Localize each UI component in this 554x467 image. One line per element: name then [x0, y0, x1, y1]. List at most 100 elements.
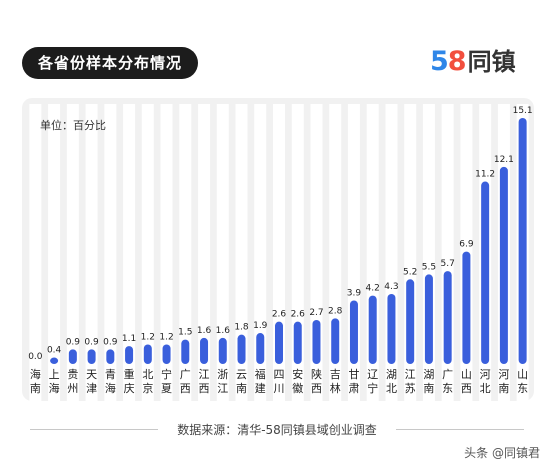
category-label: 北 — [386, 382, 397, 395]
column-stripe — [141, 104, 154, 402]
bar — [349, 300, 358, 364]
category-label: 西 — [180, 382, 191, 395]
category-label: 广 — [180, 368, 191, 381]
category-label: 福 — [255, 367, 266, 381]
category-label: 青 — [105, 368, 116, 381]
category-label: 甘 — [348, 368, 359, 381]
value-label: 0.9 — [84, 337, 99, 347]
category-label: 京 — [142, 381, 153, 395]
chart-title: 各省份样本分布情况 — [22, 47, 199, 79]
bar — [218, 337, 227, 364]
category-label: 南 — [423, 382, 434, 395]
bar — [462, 251, 471, 364]
category-label: 津 — [86, 382, 97, 395]
category-label: 苏 — [405, 382, 416, 395]
category-label: 北 — [142, 368, 153, 381]
value-label: 15.1 — [513, 106, 533, 116]
value-label: 0.0 — [28, 352, 43, 362]
category-label: 河 — [480, 368, 491, 381]
logo-text: 同镇 — [467, 48, 516, 76]
bar — [481, 181, 490, 364]
bar — [406, 279, 415, 364]
bar — [443, 271, 452, 364]
logo-digit-five: 5 — [430, 46, 449, 77]
bar — [293, 321, 302, 364]
category-label: 川 — [274, 382, 285, 395]
category-label: 上 — [49, 368, 60, 381]
bar — [50, 357, 59, 364]
category-label: 湖 — [386, 368, 397, 381]
category-label: 天 — [86, 368, 97, 381]
category-label: 海 — [30, 367, 41, 381]
bar — [256, 333, 265, 364]
value-label: 1.6 — [216, 326, 231, 336]
bar — [125, 346, 134, 364]
logo-digit-eight: 8 — [447, 46, 467, 77]
source-divider-right — [396, 429, 524, 430]
category-label: 陕 — [311, 367, 322, 381]
bar — [424, 274, 433, 364]
value-label: 2.6 — [272, 310, 287, 320]
value-label: 1.1 — [122, 334, 136, 344]
value-label: 1.9 — [253, 321, 268, 331]
category-label: 徽 — [292, 381, 303, 395]
category-label: 西 — [461, 382, 472, 395]
value-label: 0.9 — [103, 337, 118, 347]
value-label: 6.9 — [459, 240, 474, 250]
category-label: 江 — [199, 368, 210, 381]
column-stripe — [66, 104, 79, 402]
column-stripe — [104, 104, 117, 402]
bar — [518, 118, 527, 364]
category-label: 肃 — [348, 382, 359, 395]
category-label: 南 — [498, 382, 509, 395]
bar — [312, 320, 321, 364]
column-stripe — [85, 104, 98, 402]
category-label: 山 — [517, 368, 528, 381]
category-label: 南 — [236, 382, 247, 395]
column-stripe — [123, 104, 136, 402]
value-label: 5.7 — [441, 259, 455, 269]
category-label: 东 — [442, 382, 453, 395]
value-label: 4.3 — [384, 282, 398, 292]
category-label: 贵 — [67, 368, 78, 381]
source-divider-left — [30, 429, 158, 430]
column-stripe — [216, 104, 229, 402]
column-stripe — [198, 104, 211, 402]
value-label: 11.2 — [475, 170, 495, 180]
brand-logo: 58 同镇 — [430, 44, 516, 80]
bar — [387, 293, 396, 364]
value-label: 12.1 — [494, 155, 514, 165]
value-label: 2.6 — [291, 310, 306, 320]
value-label: 4.2 — [366, 284, 380, 294]
category-label: 海 — [105, 381, 116, 395]
bar — [87, 349, 96, 364]
category-label: 吉 — [330, 368, 341, 381]
bar — [106, 349, 115, 364]
column-stripe — [29, 104, 42, 402]
category-label: 浙 — [217, 368, 228, 381]
category-label: 山 — [461, 368, 472, 381]
category-label: 西 — [311, 382, 322, 395]
bar — [68, 349, 77, 364]
column-stripe — [160, 104, 173, 402]
value-label: 1.5 — [178, 328, 192, 338]
value-label: 1.6 — [197, 326, 212, 336]
bar — [237, 334, 246, 364]
category-label: 江 — [217, 382, 228, 395]
category-label: 安 — [292, 367, 303, 381]
value-label: 1.2 — [159, 332, 173, 342]
category-label: 重 — [124, 367, 135, 381]
category-label: 海 — [49, 381, 60, 395]
category-label: 宁 — [161, 367, 172, 381]
watermark-text: 头条 @同镇君 — [464, 446, 540, 460]
bar — [368, 295, 377, 364]
bar — [181, 339, 190, 364]
column-stripe — [179, 104, 192, 402]
bar — [275, 321, 283, 364]
category-label: 北 — [480, 382, 491, 395]
category-label: 南 — [30, 382, 41, 395]
value-label: 5.5 — [422, 262, 436, 272]
value-label: 1.2 — [141, 332, 155, 342]
category-label: 辽 — [367, 368, 378, 381]
